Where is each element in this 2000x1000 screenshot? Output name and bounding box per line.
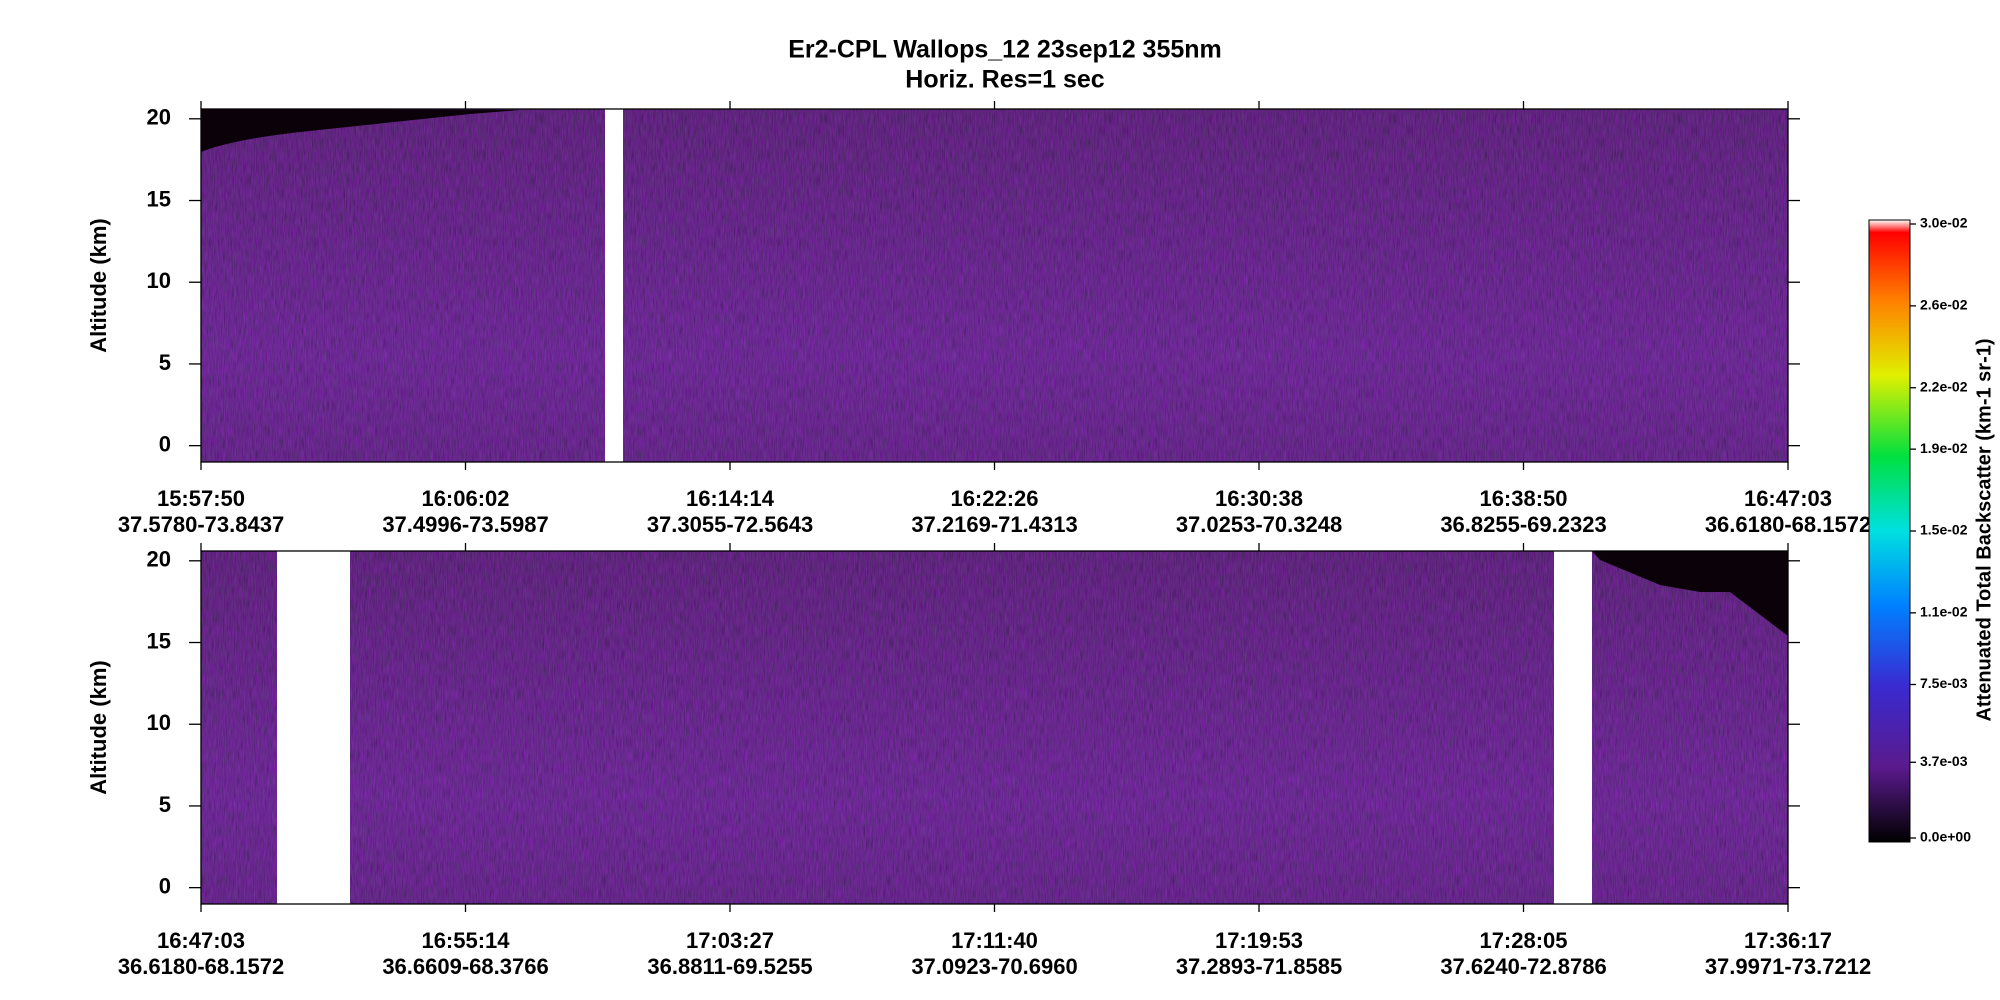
y-axis-label: Altitude (km) xyxy=(86,218,111,352)
x-tick-sublabel: 37.4996-73.5987 xyxy=(382,512,548,537)
x-tick-label: 17:28:05 xyxy=(1479,928,1567,953)
x-tick-label: 16:47:03 xyxy=(1744,486,1832,511)
data-gap xyxy=(277,550,350,905)
data-gap xyxy=(605,108,623,463)
x-tick-sublabel: 36.6609-68.3766 xyxy=(382,954,548,979)
above-aircraft xyxy=(201,109,520,152)
x-tick-sublabel: 36.8811-69.5255 xyxy=(647,954,812,979)
y-tick-label: 10 xyxy=(147,268,171,293)
y-tick-label: 15 xyxy=(147,628,171,653)
colorbar-tick-label: 3.0e-02 xyxy=(1920,215,1968,231)
y-tick-label: 10 xyxy=(147,710,171,735)
x-tick-label: 17:36:17 xyxy=(1744,928,1832,953)
y-tick-label: 20 xyxy=(147,547,171,572)
x-tick-label: 16:30:38 xyxy=(1215,486,1303,511)
x-tick-sublabel: 37.2169-71.4313 xyxy=(911,512,1077,537)
x-tick-label: 16:22:26 xyxy=(950,486,1038,511)
panels: 0 5 10 15 20 Altitude (km) 15:57:5037.5780-73.… xyxy=(86,101,1871,979)
y-axis-label: Altitude (km) xyxy=(86,660,111,794)
colorbar-tick-label: 1.1e-02 xyxy=(1920,604,1968,620)
x-tick-label: 16:47:03 xyxy=(157,928,245,953)
above-aircraft xyxy=(1592,551,1788,636)
x-tick-label: 16:14:14 xyxy=(686,486,775,511)
colorbar-tick-label: 7.5e-03 xyxy=(1920,675,1968,691)
x-tick-sublabel: 36.6180-68.1572 xyxy=(1705,512,1871,537)
y-tick-label: 20 xyxy=(147,105,171,130)
x-tick-sublabel: 37.9971-73.7212 xyxy=(1705,954,1871,979)
colorbar-tick-label: 0.0e+00 xyxy=(1920,829,1971,845)
title: Er2-CPL Wallops_12 23sep12 355nm xyxy=(788,36,1222,64)
x-tick-label: 16:06:02 xyxy=(421,486,509,511)
y-tick-label: 5 xyxy=(159,350,171,375)
colorbar-tick-label: 2.6e-02 xyxy=(1920,297,1968,313)
x-tick-label: 16:38:50 xyxy=(1479,486,1567,511)
plot-texture xyxy=(201,109,1788,462)
colorbar-scale xyxy=(1868,219,1911,843)
x-tick-label: 17:11:40 xyxy=(951,928,1038,953)
colorbar-tick-label: 3.7e-03 xyxy=(1920,753,1968,769)
x-tick-label: 16:55:14 xyxy=(421,928,510,953)
panel: 0 5 10 15 20 Altitude (km) 16:47:0336.6180-68.… xyxy=(86,543,1871,979)
y-tick-label: 0 xyxy=(159,873,171,898)
subtitle: Horiz. Res=1 sec xyxy=(905,66,1105,94)
colorbar-label: Attenuated Total Backscatter (km-1 sr-1) xyxy=(1973,338,1995,721)
x-tick-sublabel: 37.0923-70.6960 xyxy=(911,954,1077,979)
y-tick-label: 0 xyxy=(159,431,171,456)
x-tick-label: 17:19:53 xyxy=(1215,928,1303,953)
x-tick-sublabel: 36.8255-69.2323 xyxy=(1440,512,1606,537)
x-tick-sublabel: 36.6180-68.1572 xyxy=(118,954,284,979)
x-tick-sublabel: 37.3055-72.5643 xyxy=(647,512,813,537)
x-tick-sublabel: 37.5780-73.8437 xyxy=(118,512,284,537)
colorbar-tick-label: 2.2e-02 xyxy=(1920,378,1968,394)
y-tick-label: 15 xyxy=(147,186,171,211)
x-tick-sublabel: 37.2893-71.8585 xyxy=(1176,954,1342,979)
data-gap xyxy=(1554,550,1592,905)
x-tick-label: 15:57:50 xyxy=(157,486,245,511)
colorbar-tick-label: 1.5e-02 xyxy=(1920,522,1968,538)
x-tick-sublabel: 37.6240-72.8786 xyxy=(1440,954,1606,979)
y-tick-label: 5 xyxy=(159,792,171,817)
plot-texture xyxy=(201,551,1788,904)
colorbar: 0.0e+00 3.7e-03 7.5e-03 1.1e-02 1.5e-02 1.9e-… xyxy=(1868,215,1995,845)
panel: 0 5 10 15 20 Altitude (km) 15:57:5037.5780-73.… xyxy=(86,101,1871,537)
x-tick-sublabel: 37.0253-70.3248 xyxy=(1176,512,1342,537)
x-tick-label: 17:03:27 xyxy=(686,928,774,953)
colorbar-tick-label: 1.9e-02 xyxy=(1920,440,1968,456)
